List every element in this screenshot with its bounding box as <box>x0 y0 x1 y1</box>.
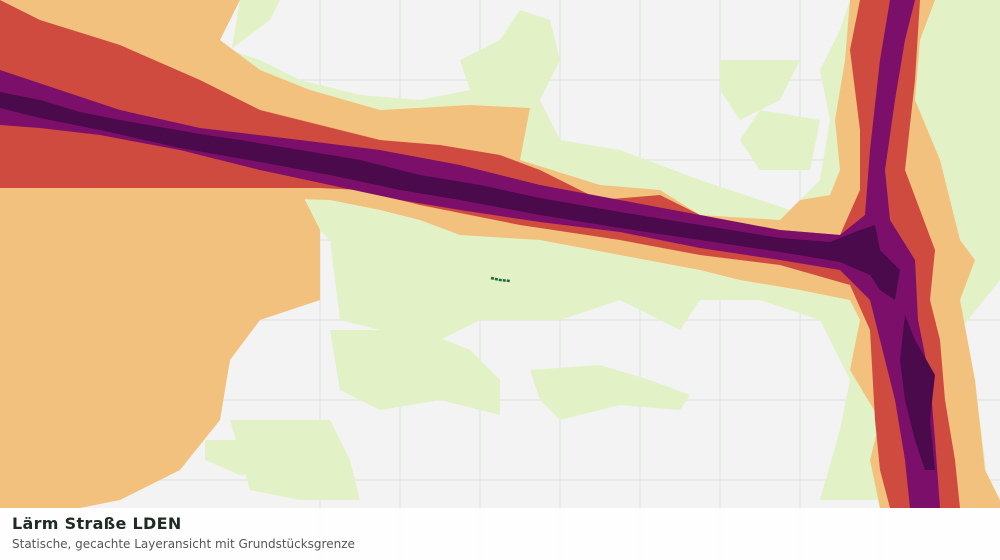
layer-subtitle: Statische, gecachte Layeransicht mit Gru… <box>12 537 355 551</box>
layer-title: Lärm Straße LDEN <box>12 514 182 533</box>
noise-high <box>0 0 960 508</box>
noise-very-high <box>0 0 940 508</box>
caption-panel: Lärm Straße LDEN Statische, gecachte Lay… <box>0 508 1000 560</box>
parcel-boundary <box>490 276 511 283</box>
noise-extreme <box>0 92 935 470</box>
